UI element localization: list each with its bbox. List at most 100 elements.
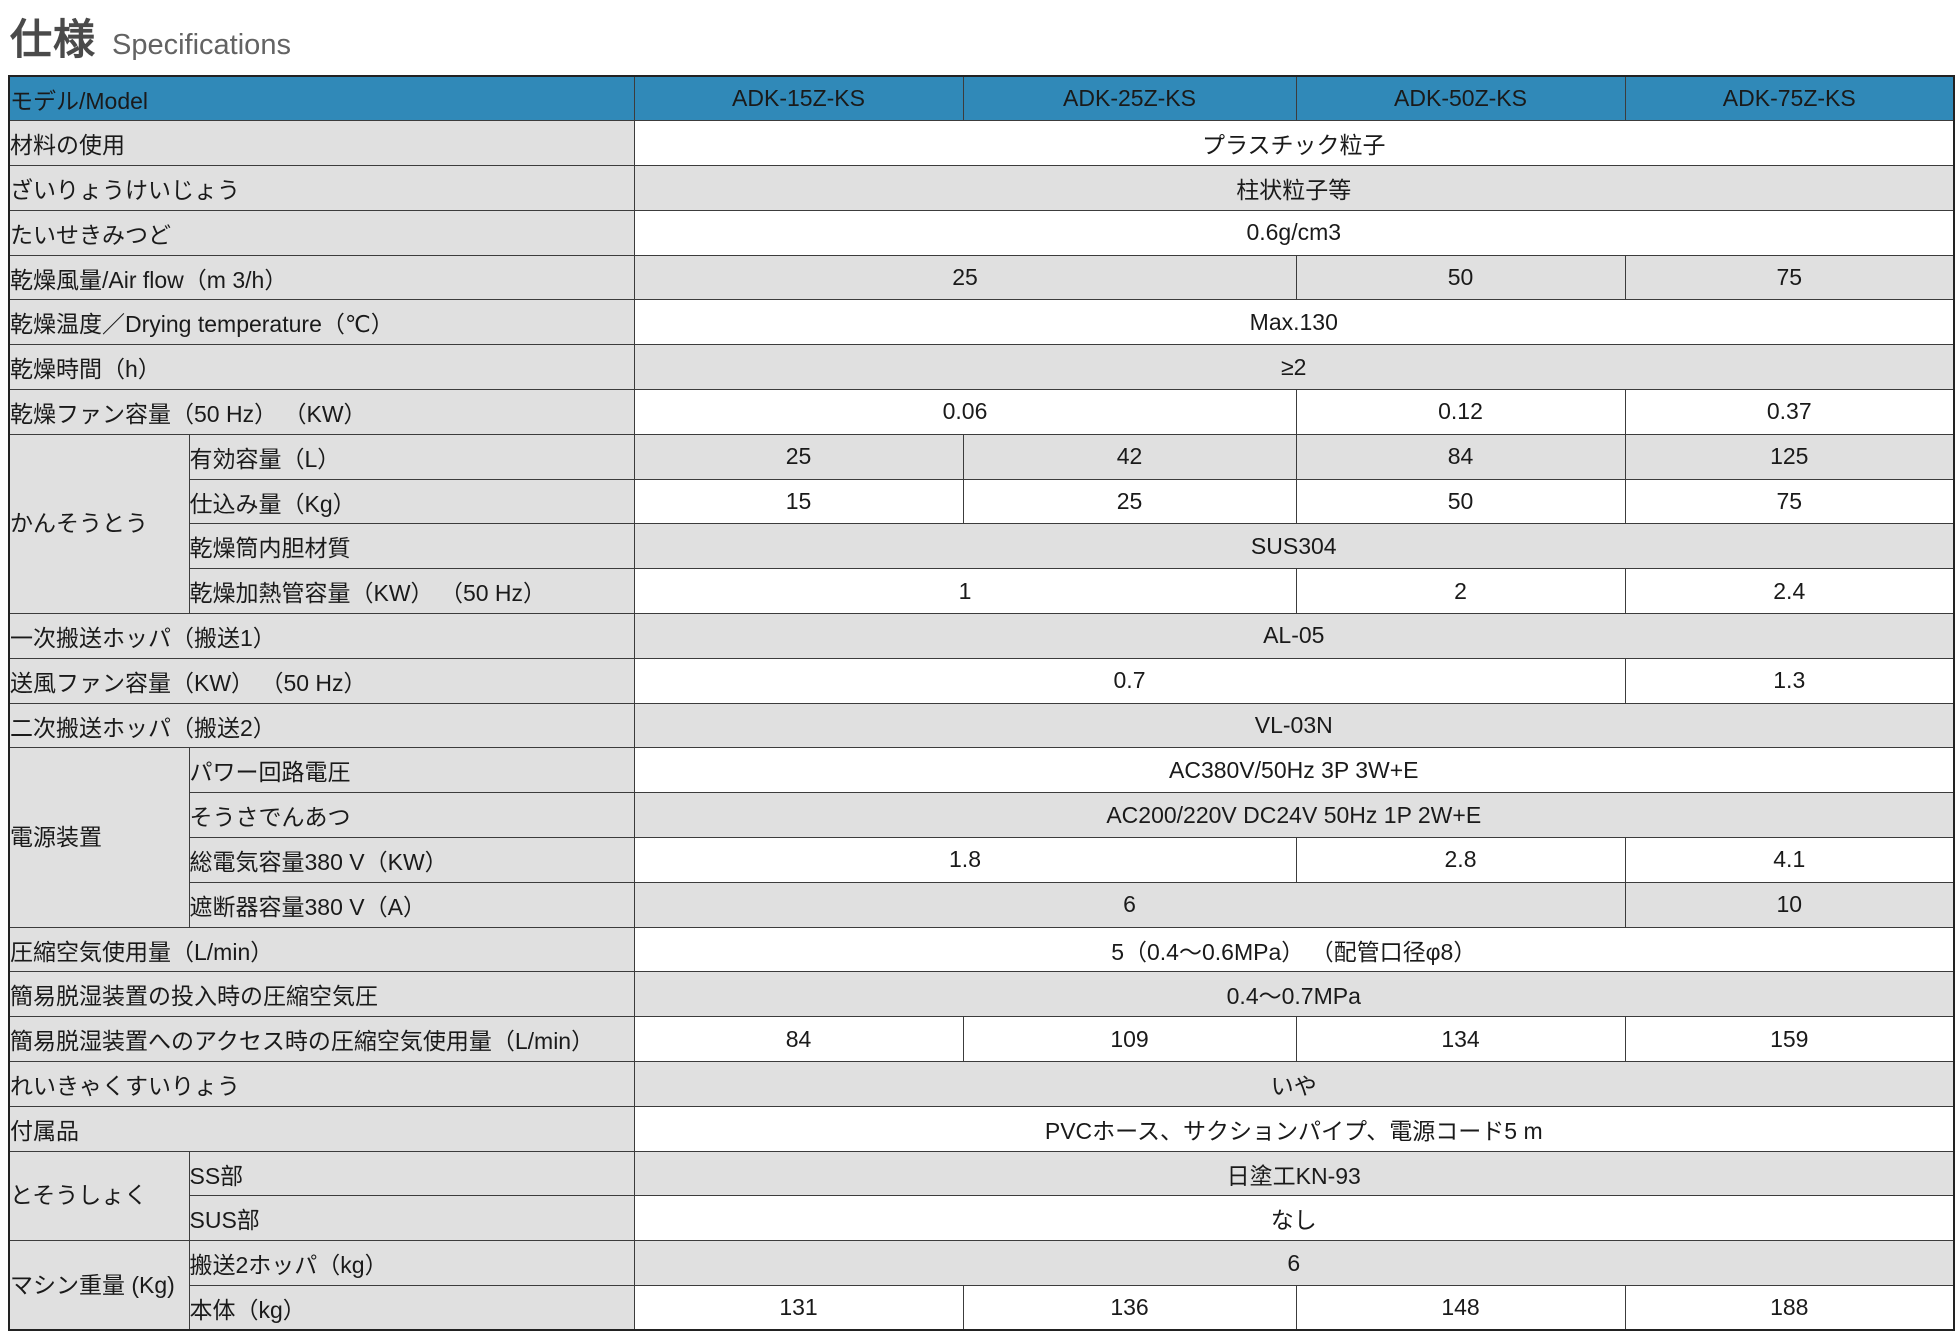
row-label-cell: 乾燥風量/Air flow（m 3/h）	[8, 254, 635, 301]
group-label-cell: 電源装置	[8, 747, 190, 928]
value-cell: 1.8	[633, 837, 1297, 883]
row-label-cell: 総電気容量380 V（KW）	[188, 837, 635, 883]
page-title: 仕様 Specifications	[10, 6, 291, 67]
table-row: マシン重量 (Kg) 搬送2ホッパ（kg） 6	[8, 1240, 1955, 1331]
value-cell: 6	[633, 1240, 1955, 1287]
value-cell: 50	[1295, 254, 1626, 301]
value-cell: 42	[962, 433, 1297, 480]
value-cell: 159	[1624, 1016, 1955, 1063]
model-column-header: ADK-75Z-KS	[1624, 75, 1955, 122]
value-cell: 50	[1295, 478, 1626, 525]
value-cell: 1	[633, 568, 1297, 615]
row-label-cell: 有効容量（L）	[188, 433, 635, 480]
row-label-cell: 乾燥時間（h）	[8, 344, 635, 391]
value-cell: 10	[1624, 881, 1955, 928]
header-row: モデル/Model ADK-15Z-KS ADK-25Z-KS ADK-50Z-…	[8, 75, 1955, 122]
table-row: 本体（kg） 131 136 148 188	[9, 1285, 1955, 1331]
value-cell: 136	[962, 1285, 1297, 1331]
table-row: 材料の使用 プラスチック粒子	[8, 120, 1955, 167]
value-cell: AL-05	[633, 613, 1955, 659]
value-cell: 0.6g/cm3	[633, 209, 1955, 256]
value-cell: いや	[633, 1061, 1955, 1107]
table-row: ざいりょうけいじょう 柱状粒子等	[8, 165, 1955, 211]
table-row: たいせきみつど 0.6g/cm3	[8, 209, 1955, 256]
row-label-cell: 付属品	[8, 1105, 635, 1152]
value-cell: 25	[633, 254, 1297, 301]
value-cell: 1.3	[1624, 657, 1955, 704]
row-label-cell: 二次搬送ホッパ（搬送2）	[8, 702, 635, 749]
value-cell: 84	[1295, 433, 1626, 480]
row-label-cell: 簡易脱湿装置へのアクセス時の圧縮空気使用量（L/min）	[8, 1016, 635, 1063]
table-row: 送風ファン容量（KW） （50 Hz） 0.7 1.3	[8, 657, 1955, 704]
table-row: 乾燥筒内胆材質 SUS304	[9, 523, 1955, 570]
table-row: SUS部 なし	[9, 1195, 1955, 1242]
table-row: 電源装置 パワー回路電圧 AC380V/50Hz 3P 3W+E	[8, 747, 1955, 928]
value-cell: 4.1	[1624, 837, 1955, 883]
table-row: 遮断器容量380 V（A） 6 10	[9, 881, 1955, 928]
row-label-cell: 本体（kg）	[188, 1285, 635, 1331]
table-row: 乾燥加熱管容量（KW） （50 Hz） 1 2 2.4	[9, 568, 1955, 615]
value-cell: 188	[1624, 1285, 1955, 1331]
value-cell: SUS304	[633, 523, 1955, 570]
table-row: 総電気容量380 V（KW） 1.8 2.8 4.1	[9, 837, 1955, 883]
value-cell: 0.12	[1295, 389, 1626, 435]
value-cell: 84	[633, 1016, 964, 1063]
spec-table: モデル/Model ADK-15Z-KS ADK-25Z-KS ADK-50Z-…	[8, 75, 1956, 1332]
row-label-cell: 搬送2ホッパ（kg）	[188, 1240, 635, 1287]
table-row: 圧縮空気使用量（L/min） 5（0.4～0.6MPa） （配管口径φ8）	[8, 926, 1955, 973]
table-row: 仕込み量（Kg） 15 25 50 75	[9, 478, 1955, 525]
row-label-cell: 簡易脱湿装置の投入時の圧縮空気圧	[8, 971, 635, 1018]
value-cell: 25	[633, 433, 964, 480]
value-cell: PVCホース、サクションパイプ、電源コード5 m	[633, 1105, 1955, 1152]
table-row: 簡易脱湿装置の投入時の圧縮空気圧 0.4～0.7MPa	[8, 971, 1955, 1018]
page-title-en: Specifications	[112, 29, 291, 61]
table-row: 乾燥ファン容量（50 Hz） （KW） 0.06 0.12 0.37	[8, 389, 1955, 435]
table-row: かんそうとう 有効容量（L） 25 42 84 125	[8, 433, 1955, 615]
row-label-cell: 乾燥筒内胆材質	[188, 523, 635, 570]
value-cell: 2.4	[1624, 568, 1955, 615]
value-cell: 15	[633, 478, 964, 525]
model-column-header: ADK-50Z-KS	[1295, 75, 1626, 122]
value-cell: Max.130	[633, 299, 1955, 346]
value-cell: 5（0.4～0.6MPa） （配管口径φ8）	[633, 926, 1955, 973]
group-label-cell: マシン重量 (Kg)	[8, 1240, 190, 1331]
value-cell: 0.4～0.7MPa	[633, 971, 1955, 1018]
row-label-cell: 乾燥ファン容量（50 Hz） （KW）	[8, 389, 635, 435]
group-label-cell: かんそうとう	[8, 433, 190, 615]
row-label-cell: SUS部	[188, 1195, 635, 1242]
spec-table-body: 材料の使用 プラスチック粒子 ざいりょうけいじょう 柱状粒子等 たいせきみつど 0.6g/…	[8, 120, 1955, 1331]
row-label-cell: 一次搬送ホッパ（搬送1）	[8, 613, 635, 659]
value-cell: 75	[1624, 254, 1955, 301]
row-label-cell: 遮断器容量380 V（A）	[188, 881, 635, 928]
row-label-cell: パワー回路電圧	[188, 747, 635, 794]
row-label-cell: 材料の使用	[8, 120, 635, 167]
value-cell: 134	[1295, 1016, 1626, 1063]
value-cell: なし	[633, 1195, 1955, 1242]
value-cell: 0.06	[633, 389, 1297, 435]
value-cell: 75	[1624, 478, 1955, 525]
row-label-cell: れいきゃくすいりょう	[8, 1061, 635, 1107]
value-cell: AC200/220V DC24V 50Hz 1P 2W+E	[633, 792, 1955, 839]
row-label-cell: 乾燥温度／Drying temperature（℃）	[8, 299, 635, 346]
value-cell: 25	[962, 478, 1297, 525]
value-cell: 125	[1624, 433, 1955, 480]
table-row: そうさでんあつ AC200/220V DC24V 50Hz 1P 2W+E	[9, 792, 1955, 839]
value-cell: 柱状粒子等	[633, 165, 1955, 211]
group-label-cell: とそうしょく	[8, 1150, 190, 1242]
table-row: 付属品 PVCホース、サクションパイプ、電源コード5 m	[8, 1105, 1955, 1152]
value-cell: 2	[1295, 568, 1626, 615]
model-header-label: モデル/Model	[8, 75, 635, 122]
page-title-ja: 仕様	[10, 16, 97, 63]
row-label-cell: SS部	[188, 1150, 635, 1197]
value-cell: VL-03N	[633, 702, 1955, 749]
table-row: とそうしょく SS部 日塗工KN-93	[8, 1150, 1955, 1242]
table-row: 乾燥温度／Drying temperature（℃） Max.130	[8, 299, 1955, 346]
table-row: 乾燥風量/Air flow（m 3/h） 25 50 75	[8, 254, 1955, 301]
value-cell: 148	[1295, 1285, 1626, 1331]
value-cell: 131	[633, 1285, 964, 1331]
table-row: 一次搬送ホッパ（搬送1） AL-05	[8, 613, 1955, 659]
value-cell: プラスチック粒子	[633, 120, 1955, 167]
value-cell: 0.7	[633, 657, 1626, 704]
row-label-cell: 送風ファン容量（KW） （50 Hz）	[8, 657, 635, 704]
value-cell: AC380V/50Hz 3P 3W+E	[633, 747, 1955, 794]
